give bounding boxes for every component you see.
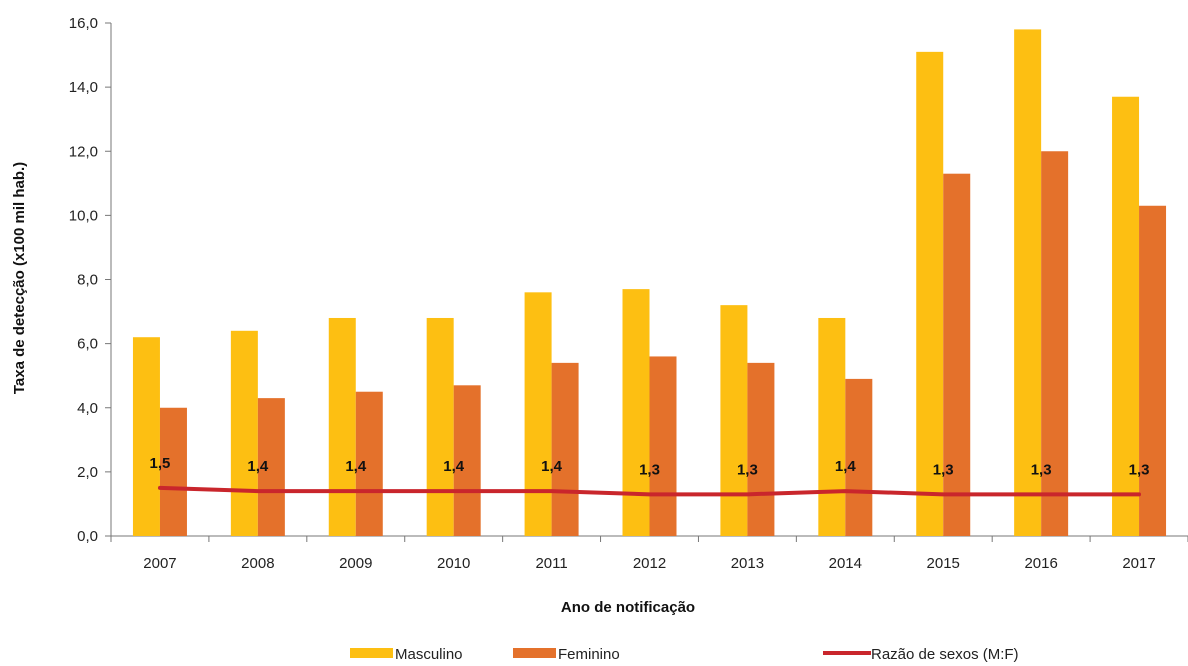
bar-masculino-2016 [1014,29,1042,536]
legend-label: Masculino [395,646,463,663]
ratio-data-label: 1,3 [737,461,758,478]
legend-swatch-feminino [513,648,556,658]
ratio-data-label: 1,5 [150,455,171,472]
bar-feminino-2011 [551,362,579,536]
ratio-data-label: 1,3 [1031,461,1052,478]
bar-feminino-2014 [845,378,873,536]
bar-masculino-2012 [622,289,650,536]
ratio-data-label: 1,4 [345,458,367,475]
bars-group [132,29,1167,537]
legend-swatch-masculino [350,648,393,658]
bar-masculino-2017 [1112,96,1140,537]
x-axis-title: Ano de notificação [561,599,695,616]
ratio-data-label: 1,4 [247,458,269,475]
y-tick-label: 12,0 [69,143,98,160]
x-tick-label: 2017 [1122,555,1155,572]
x-tick-label: 2008 [241,555,274,572]
ratio-line [157,485,1142,497]
y-tick-label: 0,0 [77,528,98,545]
bar-masculino-2010 [426,317,454,536]
x-axis: 2007 2008 2009 2010 2011 2012 2013 2014 2015 2016… [110,535,1188,572]
x-tick-label: 2010 [437,555,470,572]
x-tick-label: 2011 [535,555,567,572]
x-tick-label: 2012 [633,555,666,572]
bar-feminino-2009 [355,391,383,536]
y-tick-label: 10,0 [69,207,98,224]
bar-masculino-2013 [720,305,748,536]
bar-masculino-2011 [524,292,552,536]
bar-masculino-2009 [328,317,356,536]
bar-feminino-2012 [649,356,677,536]
bar-feminino-2008 [257,398,285,536]
y-axis: 0,0 2,0 4,0 6,0 8,0 10,0 12,0 14,0 16,0 [69,15,112,545]
bar-feminino-2015 [943,173,971,536]
legend-label: Feminino [558,646,620,663]
ratio-data-label: 1,4 [541,458,563,475]
ratio-data-label: 1,3 [1129,461,1150,478]
y-tick-label: 6,0 [77,336,98,353]
x-tick-label: 2016 [1024,555,1057,572]
bar-feminino-2016 [1041,151,1069,536]
y-axis-title: Taxa de detecção (x100 mil hab.) [11,162,28,394]
ratio-data-label: 1,4 [443,458,465,475]
bar-feminino-2007 [159,407,187,536]
y-tick-label: 16,0 [69,15,98,32]
y-tick-label: 2,0 [77,464,98,481]
x-tick-label: 2009 [339,555,372,572]
x-tick-label: 2007 [143,555,176,572]
y-tick-label: 14,0 [69,79,98,96]
ratio-data-label: 1,3 [639,461,660,478]
legend-label: Razão de sexos (M:F) [871,646,1019,663]
ratio-labels-group: 1,5 1,4 1,4 1,4 1,4 1,3 1,3 1,4 1,3 1,3 1,3 [150,455,1150,478]
ratio-data-label: 1,3 [933,461,954,478]
bar-feminino-2017 [1139,205,1167,536]
bar-feminino-2013 [747,362,775,536]
x-tick-label: 2014 [829,555,862,572]
y-tick-label: 8,0 [77,272,98,289]
bar-masculino-2014 [818,317,846,536]
bar-masculino-2015 [916,51,944,536]
bar-masculino-2008 [230,330,258,536]
bar-feminino-2010 [453,385,481,536]
legend: Masculino Feminino Razão de sexos (M:F) [350,646,1019,663]
x-tick-label: 2013 [731,555,764,572]
ratio-line-group [157,485,1142,497]
ratio-data-label: 1,4 [835,458,857,475]
bar-masculino-2007 [132,337,160,536]
y-tick-label: 4,0 [77,400,98,417]
x-tick-label: 2015 [927,555,960,572]
